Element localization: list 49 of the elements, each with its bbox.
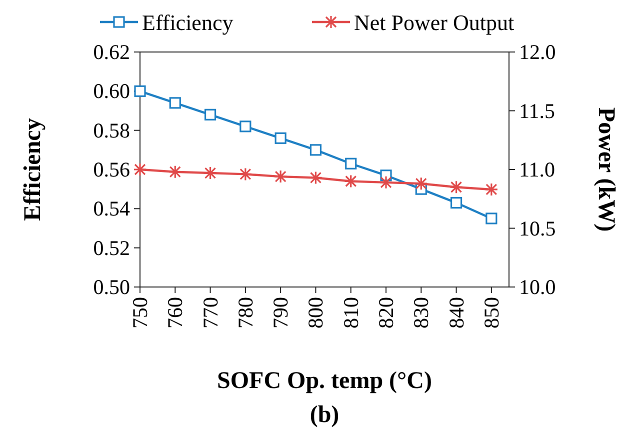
point — [310, 144, 322, 156]
y-tick-label: 0.62 — [93, 40, 130, 64]
legend-label: Net Power Output — [354, 10, 514, 35]
y2-tick-label: 10.0 — [519, 275, 556, 299]
y-tick-label: 0.52 — [93, 236, 130, 260]
y2-tick-label: 11.0 — [519, 158, 555, 182]
y-tick-label: 0.56 — [93, 158, 130, 182]
y2-tick-label: 10.5 — [519, 216, 556, 240]
point — [345, 158, 357, 170]
x-tick-label: 780 — [233, 297, 258, 328]
x-tick-label: 830 — [409, 297, 434, 328]
x-tick-label: 750 — [128, 297, 152, 328]
point — [203, 166, 218, 180]
text: (b) — [310, 402, 340, 428]
y2-tick-label: 12.0 — [519, 40, 556, 64]
point — [204, 108, 216, 120]
y-tick-label: 0.54 — [93, 196, 130, 221]
y2-tick-label: 11.5 — [519, 98, 555, 123]
x-tick-label: 800 — [304, 297, 328, 328]
point — [450, 196, 462, 209]
point — [274, 132, 286, 144]
y-tick-label: 0.50 — [93, 275, 130, 299]
x-tick-label: 770 — [198, 297, 222, 328]
x-tick-label: 840 — [444, 297, 468, 328]
point — [168, 165, 182, 179]
x-tick-label: 760 — [163, 297, 188, 328]
point — [274, 170, 288, 184]
point — [240, 120, 252, 132]
point — [308, 170, 323, 185]
x-tick-label: 850 — [479, 297, 504, 328]
x-tick-label: 820 — [374, 297, 398, 328]
y-tick-label: 0.60 — [93, 79, 130, 104]
y-axis-title: Efficiency — [20, 118, 46, 221]
x-tick-label: 790 — [268, 297, 293, 328]
x-axis-title: SOFC Op. temp (°C) — [217, 368, 432, 394]
x-tick-label: 810 — [338, 297, 363, 328]
point — [344, 174, 358, 188]
point — [484, 182, 498, 196]
y-tick-label: 0.58 — [93, 118, 130, 142]
point — [414, 176, 428, 190]
point — [379, 176, 393, 190]
point — [449, 180, 464, 194]
point — [169, 97, 181, 109]
y2-axis-title: Power (kW) — [593, 107, 619, 232]
point — [486, 212, 498, 224]
point — [133, 162, 147, 176]
legend-label: Efficiency — [142, 10, 234, 35]
point — [134, 85, 146, 97]
point — [238, 167, 252, 181]
